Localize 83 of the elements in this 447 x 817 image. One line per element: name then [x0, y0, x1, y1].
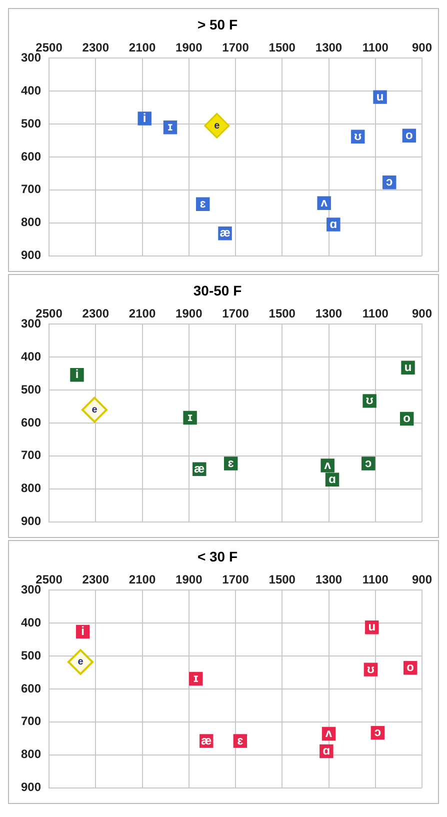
y-tick-label: 400 [20, 615, 42, 630]
data-label: u [368, 620, 376, 634]
x-tick-label: 1700 [222, 306, 250, 320]
x-tick-label: 1300 [315, 306, 342, 320]
x-tick-label: 2300 [82, 306, 110, 320]
data-label: ʊ [366, 662, 375, 676]
x-tick-label: 1900 [176, 306, 203, 320]
y-tick-label: 900 [20, 514, 42, 528]
y-tick-label: 700 [20, 182, 42, 196]
x-tick-label: 1500 [268, 40, 296, 54]
data-label: u [404, 360, 412, 374]
data-label: ɑ [322, 744, 330, 758]
y-tick-label: 800 [20, 215, 42, 230]
data-label: ʌ [325, 726, 332, 740]
y-tick-label: 600 [20, 149, 42, 164]
data-label: ʌ [324, 458, 332, 472]
x-tick-label: 1900 [176, 572, 203, 586]
y-tick-label: 800 [20, 481, 42, 496]
data-label: o [403, 411, 411, 426]
data-label: o [406, 660, 414, 674]
x-tick-label: 1500 [268, 572, 296, 586]
data-label: o [406, 128, 413, 142]
data-label: ɑ [330, 216, 338, 231]
data-label: ɛ [228, 456, 234, 470]
data-label: ɑ [328, 472, 336, 486]
data-label: ɔ [386, 174, 394, 189]
data-label: e [214, 120, 220, 132]
x-tick-label: 2300 [82, 572, 110, 586]
chart-title: > 50 F [197, 16, 238, 32]
data-label: i [142, 110, 146, 125]
x-tick-label: 1100 [362, 40, 389, 54]
data-label: ɪ [193, 671, 198, 686]
x-tick-label: 1500 [268, 306, 296, 320]
point [204, 112, 230, 138]
y-tick-label: 700 [20, 448, 42, 462]
data-label: ɪ [188, 410, 193, 424]
x-tick-label: 1700 [222, 40, 250, 54]
y-tick-label: 600 [20, 415, 42, 430]
data-label: u [376, 89, 384, 104]
y-tick-label: 500 [20, 116, 42, 130]
point [138, 112, 152, 126]
chart-title: < 30 F [197, 548, 238, 564]
y-tick-label: 500 [20, 648, 42, 662]
data-label: i [75, 367, 79, 382]
data-label: ʌ [320, 195, 328, 210]
y-tick-label: 900 [20, 248, 42, 262]
chart-title: 30-50 F [193, 282, 242, 298]
data-label: e [92, 404, 98, 416]
y-tick-label: 800 [20, 747, 42, 762]
y-tick-label: 600 [20, 681, 42, 696]
y-tick-label: 500 [20, 382, 42, 396]
x-tick-label: 1700 [222, 572, 250, 586]
data-label: e [78, 656, 84, 668]
data-label: ʊ [354, 128, 362, 143]
data-label: ɛ [237, 733, 244, 748]
data-label: æ [194, 461, 206, 476]
x-tick-label: 2100 [128, 40, 156, 54]
x-tick-label: 1300 [315, 572, 342, 586]
data-label: i [81, 624, 84, 638]
data-label: ɔ [374, 725, 382, 740]
data-label: æ [201, 733, 212, 748]
data-label: ɪ [168, 120, 173, 134]
x-tick-label: 1100 [362, 306, 389, 320]
x-tick-label: 900 [412, 40, 432, 54]
x-tick-label: 1100 [362, 572, 389, 586]
data-label: ɔ [365, 456, 372, 470]
y-tick-label: 700 [20, 714, 42, 728]
x-tick-label: 1300 [315, 40, 342, 54]
x-tick-label: 2100 [128, 572, 156, 586]
x-tick-label: 900 [412, 306, 432, 320]
y-tick-label: 900 [20, 780, 42, 794]
x-tick-label: 1900 [176, 40, 203, 54]
data-label: ɛ [200, 196, 206, 210]
x-tick-label: 900 [412, 572, 432, 586]
data-label: ʊ [366, 393, 374, 408]
point [81, 396, 108, 423]
x-tick-label: 2300 [82, 40, 110, 54]
y-tick-label: 400 [20, 83, 42, 98]
point [67, 648, 94, 675]
point [70, 368, 84, 382]
x-tick-label: 2100 [128, 306, 156, 320]
y-tick-label: 400 [20, 349, 42, 364]
data-label: æ [220, 226, 231, 240]
